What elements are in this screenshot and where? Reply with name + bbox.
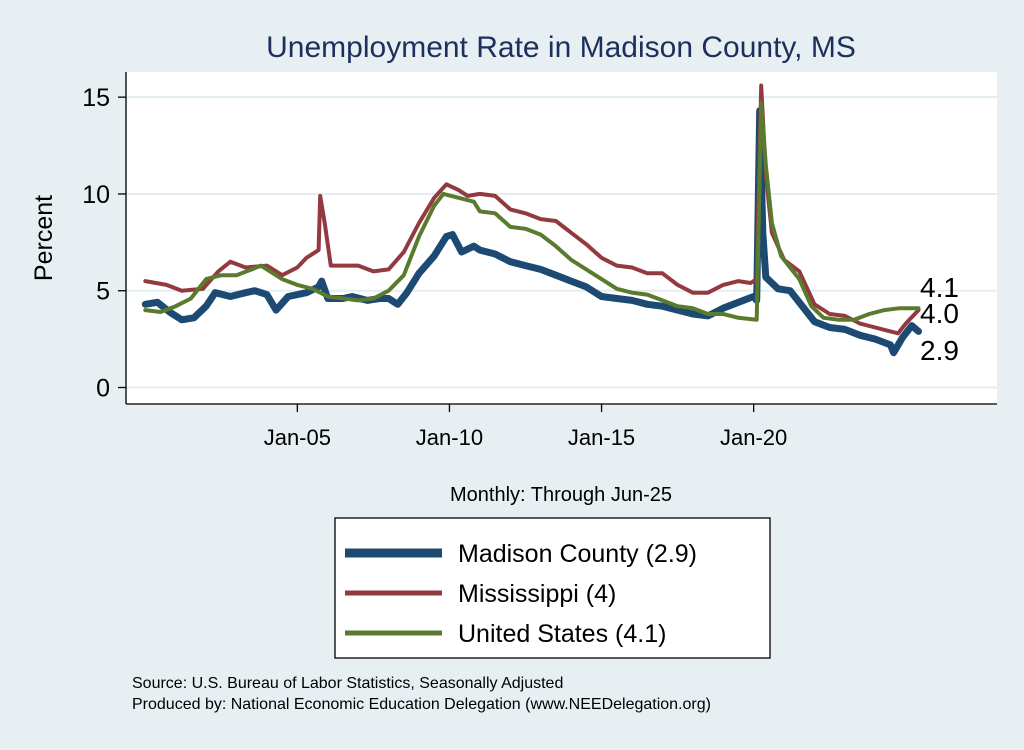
- y-tick-label: 10: [82, 181, 110, 209]
- plot-area: [127, 72, 997, 403]
- y-tick-label: 0: [96, 375, 110, 403]
- legend: Madison County (2.9) Mississippi (4) Unite…: [335, 518, 770, 658]
- producer-note: Produced by: National Economic Education…: [132, 696, 711, 713]
- legend-label: Mississippi (4): [458, 580, 616, 608]
- y-ticks: 0 5 10 15: [82, 84, 126, 402]
- y-tick-label: 15: [82, 84, 110, 112]
- x-tick-label: Jan-10: [416, 425, 483, 450]
- x-axis-label: Monthly: Through Jun-25: [450, 484, 672, 506]
- x-tick-label: Jan-20: [720, 425, 787, 450]
- legend-label: United States (4.1): [458, 620, 666, 648]
- legend-label: Madison County (2.9): [458, 540, 697, 568]
- x-tick-label: Jan-05: [264, 425, 331, 450]
- chart-title: Unemployment Rate in Madison County, MS: [266, 31, 856, 64]
- y-axis-label: Percent: [30, 195, 58, 281]
- y-tick-label: 5: [96, 278, 110, 306]
- x-ticks: Jan-05 Jan-10 Jan-15 Jan-20: [264, 404, 788, 450]
- end-label: 4.1: [920, 272, 959, 303]
- end-labels: 2.94.04.1: [920, 272, 959, 366]
- end-label: 2.9: [920, 335, 959, 366]
- x-tick-label: Jan-15: [568, 425, 635, 450]
- source-note: Source: U.S. Bureau of Labor Statistics,…: [132, 675, 563, 692]
